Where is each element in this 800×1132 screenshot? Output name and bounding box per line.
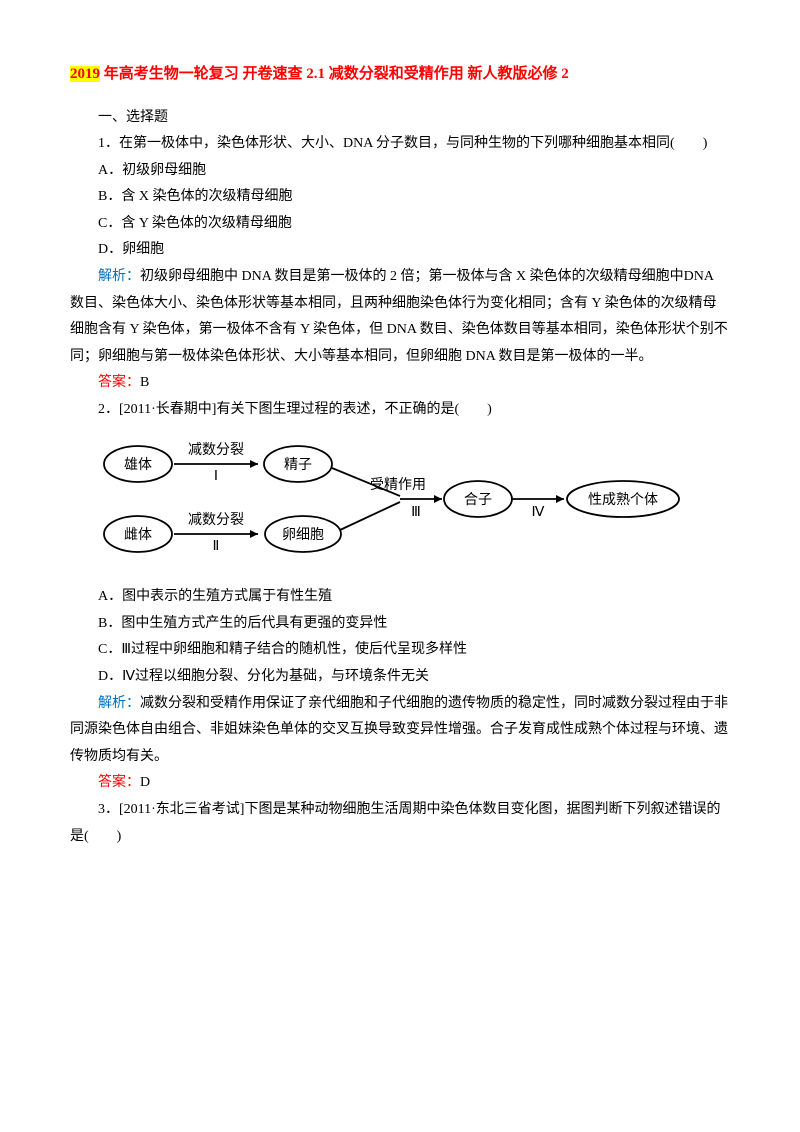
q1-option-c: C．含 Y 染色体的次级精母细胞 — [70, 211, 730, 238]
q1-option-a: A．初级卵母细胞 — [70, 158, 730, 185]
diagram-roman-1: Ⅰ — [214, 469, 218, 484]
diagram-roman-2: Ⅱ — [213, 539, 220, 554]
q2-option-b: B．图中生殖方式产生的后代具有更强的变异性 — [70, 611, 730, 638]
diagram-egg: 卵细胞 — [282, 527, 324, 543]
title-rest: 年高考生物一轮复习 开卷速查 2.1 减数分裂和受精作用 新人教版必修 2 — [100, 66, 569, 82]
answer-label: 答案： — [98, 375, 140, 390]
q2-answer: 答案：D — [70, 770, 730, 797]
diagram-female: 雌体 — [124, 527, 152, 543]
diagram-sperm: 精子 — [284, 457, 312, 473]
q1-answer-text: B — [140, 375, 149, 390]
q1-analysis: 解析：初级卵母细胞中 DNA 数目是第一极体的 2 倍；第一极体与含 X 染色体… — [70, 264, 730, 370]
diagram-zygote: 合子 — [464, 492, 492, 508]
q2-option-a: A．图中表示的生殖方式属于有性生殖 — [70, 584, 730, 611]
q1-answer: 答案：B — [70, 370, 730, 397]
q2-analysis-text: 减数分裂和受精作用保证了亲代细胞和子代细胞的遗传物质的稳定性，同时减数分裂过程由… — [70, 696, 728, 764]
page-title: 2019 年高考生物一轮复习 开卷速查 2.1 减数分裂和受精作用 新人教版必修… — [70, 60, 730, 89]
q3-stem: 3．[2011·东北三省考试]下图是某种动物细胞生活周期中染色体数目变化图，据图… — [70, 797, 730, 850]
q2-diagram: 雄体 减数分裂 Ⅰ 精子 雌体 减数分裂 Ⅱ 卵细胞 受精作用 Ⅲ 合子 Ⅳ 性… — [98, 434, 730, 575]
q1-option-b: B．含 X 染色体的次级精母细胞 — [70, 184, 730, 211]
diagram-meiosis-1: 减数分裂 — [188, 442, 244, 458]
analysis-label: 解析： — [98, 269, 140, 284]
q1-option-d: D．卵细胞 — [70, 237, 730, 264]
diagram-fertilization: 受精作用 — [370, 477, 426, 493]
diagram-roman-4: Ⅳ — [532, 505, 545, 520]
q2-stem: 2．[2011·长春期中]有关下图生理过程的表述，不正确的是( ) — [70, 397, 730, 424]
q1-stem: 1．在第一极体中，染色体形状、大小、DNA 分子数目，与同种生物的下列哪种细胞基… — [70, 131, 730, 158]
q2-option-c: C．Ⅲ过程中卵细胞和精子结合的随机性，使后代呈现多样性 — [70, 637, 730, 664]
title-highlight: 2019 — [70, 66, 100, 82]
diagram-roman-3: Ⅲ — [411, 505, 421, 520]
q2-analysis: 解析：减数分裂和受精作用保证了亲代细胞和子代细胞的遗传物质的稳定性，同时减数分裂… — [70, 691, 730, 771]
q2-option-d: D．Ⅳ过程以细胞分裂、分化为基础，与环境条件无关 — [70, 664, 730, 691]
analysis-label: 解析： — [98, 696, 140, 711]
q2-answer-text: D — [140, 775, 150, 790]
section-heading: 一、选择题 — [70, 105, 730, 132]
q1-analysis-text: 初级卵母细胞中 DNA 数目是第一极体的 2 倍；第一极体与含 X 染色体的次级… — [70, 269, 728, 364]
diagram-adult: 性成熟个体 — [588, 492, 658, 508]
diagram-meiosis-2: 减数分裂 — [188, 512, 244, 528]
answer-label: 答案： — [98, 775, 140, 790]
diagram-male: 雄体 — [124, 457, 152, 473]
